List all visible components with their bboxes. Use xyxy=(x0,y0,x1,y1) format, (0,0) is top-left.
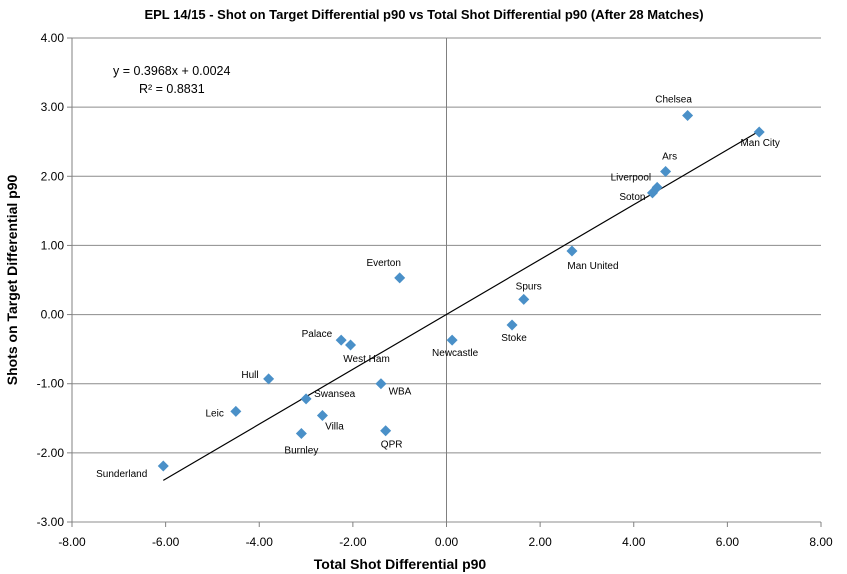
data-point-sunderland xyxy=(157,460,169,472)
y-tick-label: -2.00 xyxy=(37,446,65,460)
trendline-group xyxy=(162,130,760,481)
point-label: Swansea xyxy=(314,389,356,400)
data-point-wba xyxy=(375,378,387,390)
point-label: Newcastle xyxy=(432,348,479,359)
y-axis-title: Shots on Target Differential p90 xyxy=(4,175,20,386)
x-tick-label: -6.00 xyxy=(152,535,180,549)
x-tick-label: 8.00 xyxy=(809,535,833,549)
x-tick-label: 6.00 xyxy=(716,535,740,549)
x-tick-label: -4.00 xyxy=(246,535,274,549)
point-label: Stoke xyxy=(501,333,527,344)
x-tick-labels: -8.00 -6.00 -4.00 -2.00 0.00 2.00 4.00 6.00 8.00 xyxy=(58,535,833,549)
data-point-villa xyxy=(316,410,328,422)
data-point-stoke xyxy=(506,319,518,331)
data-point-leic xyxy=(230,405,242,417)
point-label: Soton xyxy=(619,192,645,203)
y-tick-label: 4.00 xyxy=(41,31,65,45)
y-tick-label: 0.00 xyxy=(41,308,65,322)
y-tick-label: 3.00 xyxy=(41,100,65,114)
data-point-west-ham xyxy=(345,339,357,351)
trendline-equation: y = 0.3968x + 0.0024 xyxy=(113,64,231,78)
data-point-soton xyxy=(646,187,658,199)
x-axis-title: Total Shot Differential p90 xyxy=(314,556,487,572)
data-points xyxy=(157,109,765,472)
axes xyxy=(67,37,822,527)
y-tick-label: 1.00 xyxy=(41,238,65,252)
point-label: Everton xyxy=(366,258,400,269)
data-point-man-city xyxy=(753,126,765,138)
point-label: Sunderland xyxy=(96,469,147,480)
point-labels: Chelsea Man City Ars Liverpool Soton Man Unit… xyxy=(96,94,780,480)
data-point-spurs xyxy=(518,293,530,305)
data-point-chelsea xyxy=(682,109,694,121)
x-tick-label: 0.00 xyxy=(435,535,459,549)
y-tick-label: -1.00 xyxy=(37,377,65,391)
data-point-palace xyxy=(335,334,347,346)
data-point-newcastle xyxy=(446,334,458,346)
y-tick-labels: -3.00 -2.00 -1.00 0.00 1.00 2.00 3.00 4.00 xyxy=(37,31,65,529)
point-label: Liverpool xyxy=(611,172,652,183)
x-tick-label: -8.00 xyxy=(58,535,86,549)
point-label: Chelsea xyxy=(655,94,692,105)
point-label: Leic xyxy=(205,408,223,419)
point-label: Palace xyxy=(302,329,333,340)
point-label: Burnley xyxy=(284,445,318,456)
x-tick-label: -2.00 xyxy=(339,535,367,549)
data-point-qpr xyxy=(380,425,392,437)
point-label: West Ham xyxy=(343,354,390,365)
x-tick-label: 4.00 xyxy=(622,535,646,549)
data-point-ars xyxy=(660,165,672,177)
point-label: WBA xyxy=(389,387,412,398)
data-point-hull xyxy=(263,373,275,385)
data-point-everton xyxy=(394,272,406,284)
y-tick-label: -3.00 xyxy=(37,515,65,529)
point-label: Villa xyxy=(325,422,344,433)
point-label: Hull xyxy=(241,370,258,381)
data-point-burnley xyxy=(295,427,307,439)
point-label: Man United xyxy=(567,261,618,272)
trendline-r-squared: R² = 0.8831 xyxy=(139,82,205,96)
chart-title: EPL 14/15 - Shot on Target Differential … xyxy=(144,7,703,22)
point-label: Man City xyxy=(740,138,779,149)
point-label: Ars xyxy=(662,151,677,162)
trendline xyxy=(162,130,760,481)
data-point-man-united xyxy=(566,245,578,257)
point-label: Spurs xyxy=(516,281,542,292)
x-tick-label: 2.00 xyxy=(528,535,552,549)
data-point-swansea xyxy=(300,393,312,405)
point-label: QPR xyxy=(381,440,403,451)
y-tick-label: 2.00 xyxy=(41,169,65,183)
